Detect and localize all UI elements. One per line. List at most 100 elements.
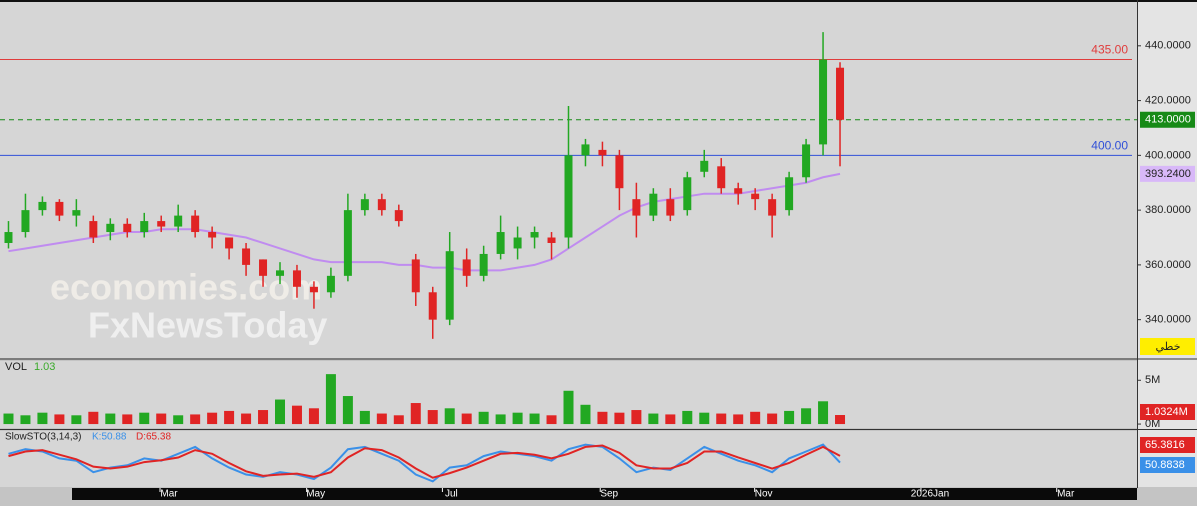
volume-bar	[461, 413, 472, 425]
volume-bar	[342, 396, 353, 425]
candle-body	[208, 232, 217, 238]
last-price-label: 413.0000	[1145, 114, 1191, 126]
volume-bar	[241, 413, 252, 425]
volume-label: VOL	[5, 361, 27, 373]
candle-body	[360, 199, 369, 211]
candle-body	[276, 270, 285, 276]
x-tick-label: 2026Jan	[911, 489, 949, 500]
volume-bar	[173, 415, 184, 425]
ma-last-label: 393.2400	[1145, 168, 1191, 180]
candle-body	[377, 199, 386, 211]
y-tick-label: 420.0000	[1145, 94, 1191, 106]
volume-bar	[682, 410, 693, 425]
k-legend: K:50.88	[92, 432, 127, 443]
stochastic-k	[8, 443, 841, 483]
candle-body	[802, 144, 811, 178]
level-label: 435.00	[1091, 43, 1128, 57]
volume-bar	[427, 410, 438, 425]
volume-bar	[529, 413, 540, 425]
candle-body	[462, 259, 471, 276]
y-tick-label: 380.0000	[1145, 204, 1191, 216]
volume-bar	[207, 412, 218, 425]
candle-body	[394, 210, 403, 222]
d-last-box	[1140, 437, 1195, 453]
volume-bar	[410, 403, 421, 425]
volume-header-value: 1.03	[34, 361, 55, 373]
candle-body	[751, 193, 760, 200]
candle-body	[55, 201, 64, 216]
last-price-box	[1140, 111, 1195, 128]
volume-bar	[291, 405, 302, 425]
volume-bar	[71, 415, 82, 425]
candle-body	[666, 199, 675, 216]
candle-body	[309, 286, 318, 293]
candle-body	[428, 292, 437, 320]
x-tick-label: Mar	[1057, 489, 1075, 500]
candle-body	[581, 144, 590, 156]
candle-body	[683, 177, 692, 211]
candle-body	[768, 199, 777, 216]
volume-bar	[478, 411, 489, 425]
candle-body	[225, 237, 234, 249]
candle-body	[734, 188, 743, 194]
candle-body	[123, 223, 132, 233]
candle-body	[326, 275, 335, 293]
volume-bar	[716, 413, 727, 425]
volume-bar	[818, 401, 829, 425]
volume-last-label: 1.0324M	[1145, 406, 1188, 418]
volume-bar	[393, 415, 404, 425]
volume-bar	[139, 412, 150, 425]
x-tick-label: Mar	[160, 489, 178, 500]
volume-bar	[224, 410, 235, 425]
candle-body	[479, 253, 488, 276]
candle-body	[72, 210, 81, 216]
candle-body	[157, 221, 166, 227]
volume-last-box	[1140, 404, 1195, 420]
d-last-label: 65.3816	[1145, 439, 1185, 451]
volume-bar	[597, 411, 608, 425]
volume-bar	[325, 374, 336, 425]
candle-body	[819, 59, 828, 145]
candle-body	[89, 221, 98, 238]
candle-body	[564, 155, 573, 238]
candle-body	[445, 251, 454, 320]
volume-bar	[444, 408, 455, 425]
volume-bar	[835, 415, 846, 425]
volume-bar	[20, 415, 31, 425]
candle-body	[785, 177, 794, 211]
candle-body	[615, 155, 624, 189]
volume-bar	[801, 408, 812, 425]
candle-body	[106, 223, 115, 233]
volume-bar	[376, 413, 387, 425]
volume-bar	[275, 399, 286, 425]
volume-bar	[614, 412, 625, 425]
candle-body	[632, 199, 641, 216]
k-last-box	[1140, 457, 1195, 473]
volume-bar	[105, 413, 116, 425]
volume-bar	[563, 390, 574, 425]
candle-body	[547, 237, 556, 243]
candle-body	[411, 259, 420, 293]
y-tick-label: 360.0000	[1145, 259, 1191, 271]
y-tick-label: 400.0000	[1145, 149, 1191, 161]
d-legend: D:65.38	[136, 432, 171, 443]
volume-bar	[648, 413, 659, 425]
volume-bar	[495, 414, 506, 425]
candle-body	[4, 232, 13, 243]
volume-bar	[88, 411, 99, 425]
volume-bar	[631, 410, 642, 425]
volume-bar	[308, 408, 319, 425]
candle-body	[649, 193, 658, 216]
badge-box	[1140, 338, 1195, 355]
stochastic-d	[8, 444, 841, 479]
candle-body	[513, 237, 522, 249]
volume-bar	[512, 412, 523, 425]
candle-body	[191, 215, 200, 233]
ma-last-box	[1140, 165, 1195, 182]
volume-bar	[258, 410, 269, 425]
badge: خطي	[1156, 341, 1181, 353]
watermark: FxNewsToday	[88, 305, 327, 346]
candle-body	[343, 210, 352, 276]
candle-body	[140, 221, 149, 233]
